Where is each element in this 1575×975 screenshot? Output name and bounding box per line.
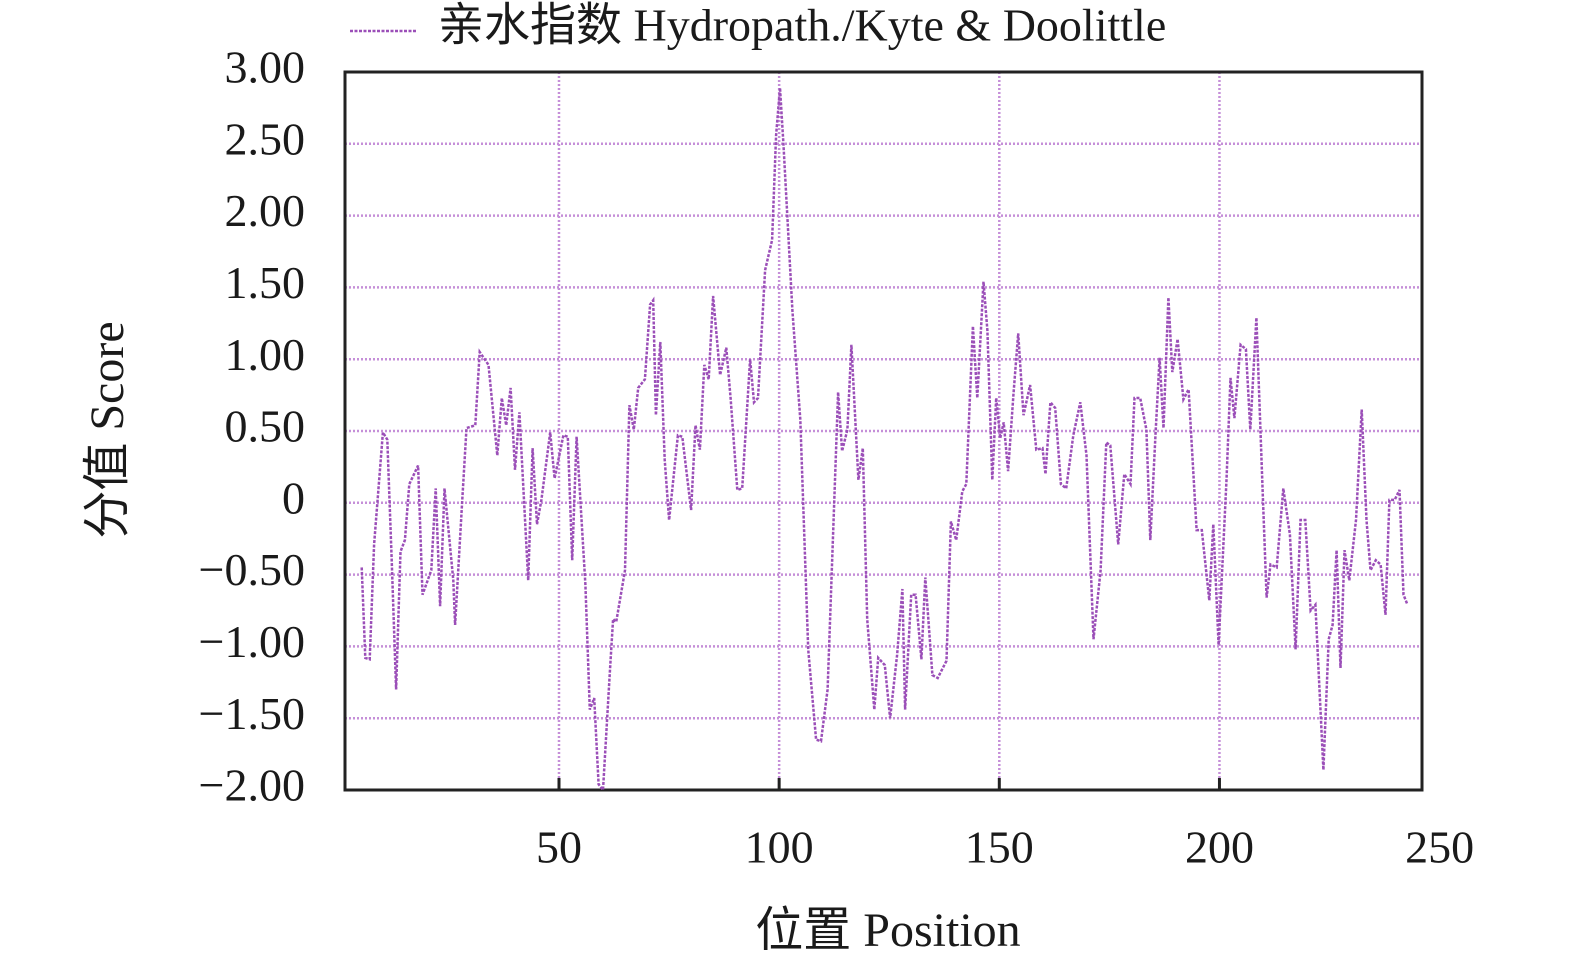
x-tick-label: 250 [1405,822,1474,873]
y-tick-label: −1.00 [199,616,305,667]
y-tick-label: 2.50 [225,113,306,164]
y-tick-label: −1.50 [199,688,305,739]
x-tick-label: 50 [536,822,582,873]
y-tick-label: −0.50 [199,544,305,595]
data-line [360,87,1409,794]
y-tick-label: 1.50 [225,257,306,308]
y-tick-label: 0 [282,472,305,523]
y-axis-title: 分值 Score [81,321,134,538]
x-tick-label: 150 [965,822,1034,873]
y-tick-label: 0.50 [225,401,306,452]
y-tick-label: 3.00 [225,42,306,93]
x-axis-title: 位置 Position [755,904,1020,957]
x-tick-label: 100 [745,822,814,873]
y-tick-label: −2.00 [199,760,305,811]
y-tick-label: 2.00 [225,185,306,236]
legend-label: 亲水指数 Hydropath./Kyte & Doolittle [438,0,1166,51]
x-tick-label: 200 [1185,822,1254,873]
plot-frame [343,70,1424,792]
y-tick-label: 1.00 [225,329,306,380]
